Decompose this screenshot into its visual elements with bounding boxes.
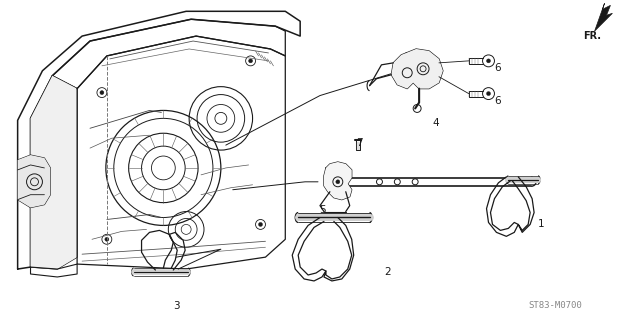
Polygon shape [594, 4, 612, 31]
Circle shape [336, 180, 340, 184]
Text: 6: 6 [494, 63, 501, 73]
Polygon shape [391, 49, 443, 89]
Circle shape [487, 59, 490, 63]
Polygon shape [18, 155, 50, 208]
Text: 2: 2 [384, 267, 390, 277]
Polygon shape [324, 162, 352, 200]
Circle shape [248, 59, 253, 63]
Text: FR.: FR. [583, 31, 601, 41]
Text: 4: 4 [433, 118, 440, 128]
Text: ST83-M0700: ST83-M0700 [528, 301, 582, 310]
Circle shape [259, 222, 262, 227]
Circle shape [100, 91, 104, 95]
Polygon shape [31, 76, 77, 269]
Circle shape [105, 237, 109, 241]
Text: 6: 6 [494, 96, 501, 106]
Circle shape [487, 92, 490, 96]
Text: 5: 5 [320, 204, 326, 215]
Text: 3: 3 [173, 301, 180, 311]
Text: 1: 1 [538, 220, 545, 229]
Text: 7: 7 [356, 138, 363, 148]
